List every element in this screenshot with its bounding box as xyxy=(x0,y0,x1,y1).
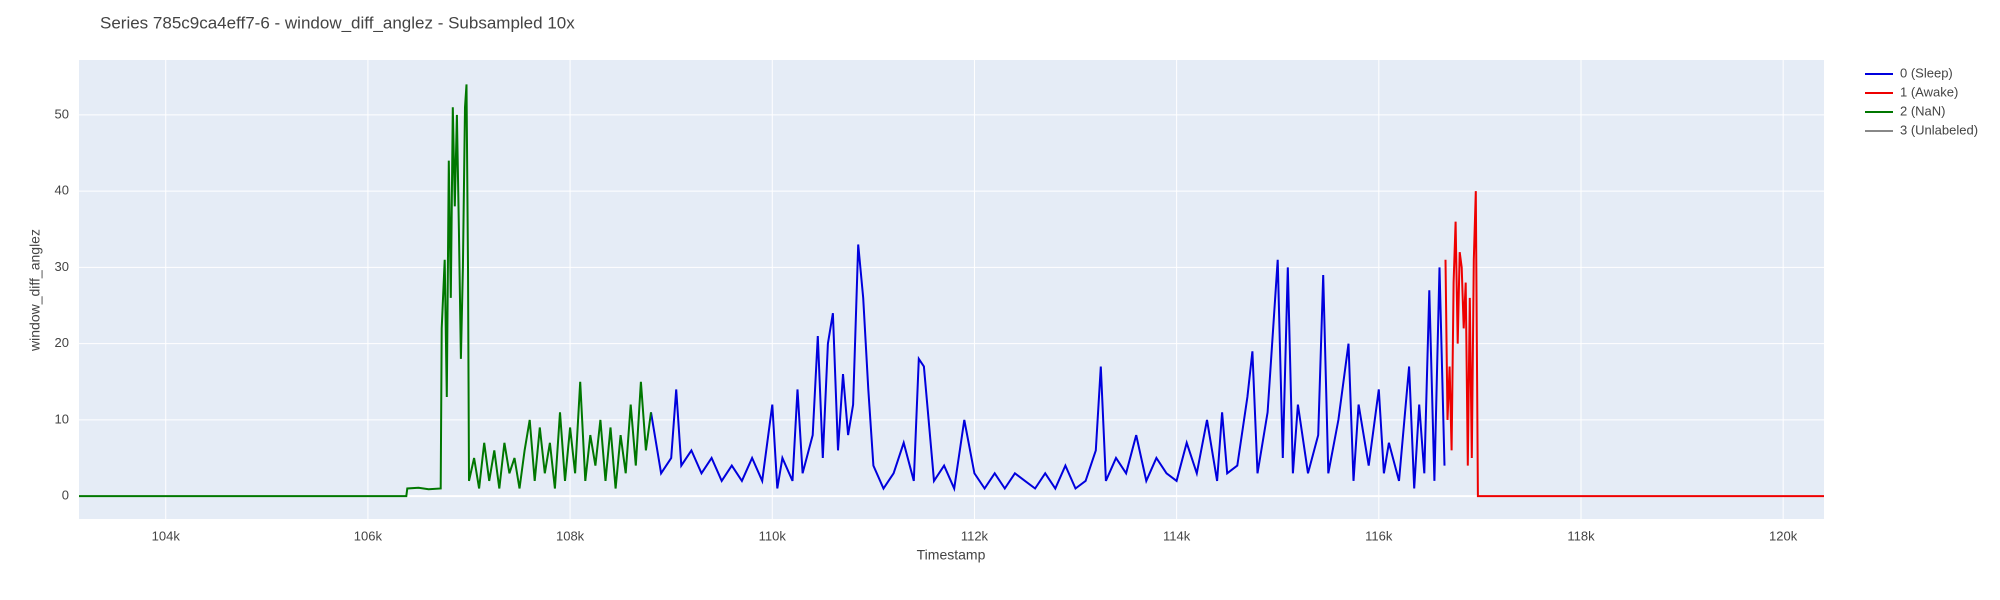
y-tick-label: 40 xyxy=(55,183,69,198)
x-tick-label: 108k xyxy=(556,528,585,543)
x-axis-title: Timestamp xyxy=(917,547,986,563)
x-tick-label: 106k xyxy=(354,528,383,543)
legend-label: 2 (NaN) xyxy=(1900,103,1946,118)
y-tick-label: 0 xyxy=(62,488,69,503)
y-tick-label: 10 xyxy=(55,411,69,426)
series-line xyxy=(79,84,652,498)
x-tick-label: 112k xyxy=(961,528,989,543)
legend-label: 1 (Awake) xyxy=(1900,84,1958,99)
x-tick-label: 116k xyxy=(1365,528,1393,543)
x-tick-label: 118k xyxy=(1567,528,1595,543)
x-tick-label: 110k xyxy=(759,528,787,543)
y-tick-label: 20 xyxy=(55,335,69,350)
series-line xyxy=(1444,191,1824,498)
y-tick-label: 30 xyxy=(55,259,69,274)
y-tick-label: 50 xyxy=(55,106,69,121)
y-axis-title: window_diff_anglez xyxy=(27,229,43,352)
series-line xyxy=(650,244,1446,493)
x-tick-label: 114k xyxy=(1163,528,1191,543)
x-tick-label: 120k xyxy=(1769,528,1798,543)
plot-area xyxy=(79,60,1824,519)
chart-title: Series 785c9ca4eff7-6 - window_diff_angl… xyxy=(100,13,575,32)
legend-label: 0 (Sleep) xyxy=(1900,65,1953,80)
legend-label: 3 (Unlabeled) xyxy=(1900,122,1978,137)
x-tick-label: 104k xyxy=(152,528,181,543)
